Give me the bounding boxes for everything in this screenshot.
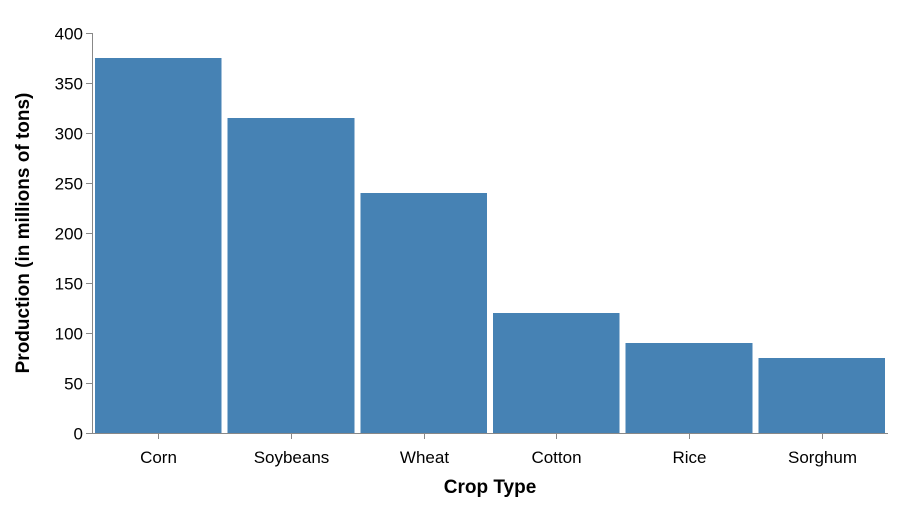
x-tick-label-cotton: Cotton — [531, 448, 581, 467]
bars-group — [95, 58, 885, 433]
y-tick-label: 300 — [55, 125, 83, 144]
y-tick-label: 50 — [64, 375, 83, 394]
bar-wheat — [360, 193, 487, 433]
y-tick-label: 150 — [55, 275, 83, 294]
y-tick-label: 0 — [74, 425, 83, 444]
bar-soybeans — [227, 118, 355, 433]
x-tick-label-wheat: Wheat — [400, 448, 449, 467]
x-axis: Corn Soybeans Wheat Cotton Rice Sorghum — [92, 433, 888, 467]
y-tick-label: 200 — [55, 225, 83, 244]
x-axis-title: Crop Type — [444, 477, 537, 498]
y-tick-label: 400 — [55, 25, 83, 44]
y-axis: 0 50 100 150 200 250 300 350 400 — [55, 25, 93, 444]
x-tick-label-soybeans: Soybeans — [254, 448, 330, 467]
y-tick-label: 100 — [55, 325, 83, 344]
x-tick-label-rice: Rice — [672, 448, 706, 467]
bar-sorghum — [758, 358, 885, 433]
bar-rice — [625, 343, 753, 433]
x-tick-label-corn: Corn — [140, 448, 177, 467]
y-tick-label: 350 — [55, 75, 83, 94]
x-tick-label-sorghum: Sorghum — [788, 448, 857, 467]
y-axis-title: Production (in millions of tons) — [13, 93, 34, 374]
y-tick-label: 250 — [55, 175, 83, 194]
bar-corn — [95, 58, 222, 433]
bar-cotton — [493, 313, 620, 433]
